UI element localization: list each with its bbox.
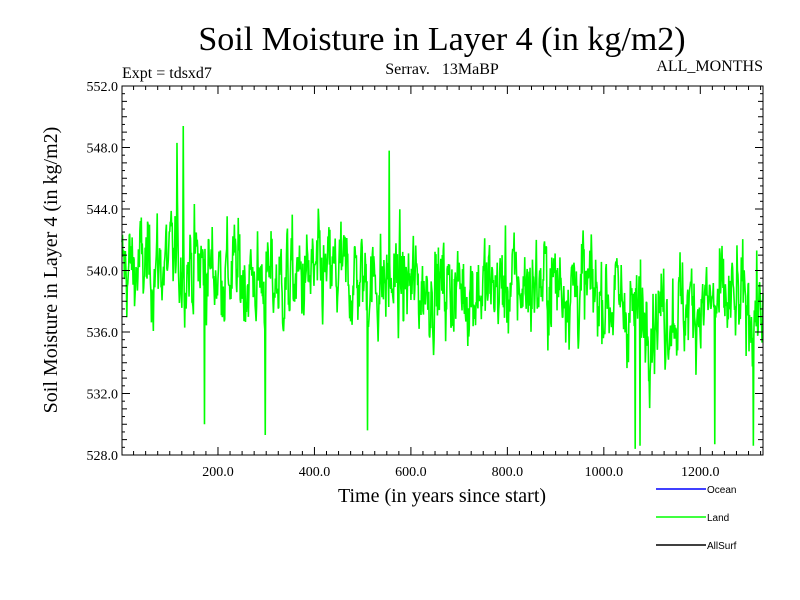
x-tick-label: 200.0: [202, 465, 234, 480]
period-label: ALL_MONTHS: [656, 58, 763, 75]
x-tick-label: 1000.0: [585, 465, 624, 480]
x-axis-label: Time (in years since start): [338, 485, 546, 507]
y-axis-label: Soil Moisture in Layer 4 (in kg/m2): [40, 127, 62, 414]
axes: 200.0 400.0 600.0 800.0 1000.0 1200.0 528.0 532…: [87, 80, 764, 480]
legend-label-land: Land: [707, 513, 729, 524]
x-tick-label: 1200.0: [681, 465, 720, 480]
x-tick-label: 800.0: [492, 465, 524, 480]
land-series-line: [121, 125, 764, 449]
y-tick-label: 532.0: [87, 388, 119, 403]
experiment-label: Expt = tdsxd7: [122, 65, 212, 82]
x-tick-label: 400.0: [299, 465, 331, 480]
y-tick-label: 544.0: [87, 203, 119, 218]
legend-label-allsurf: AllSurf: [707, 541, 737, 552]
y-tick-label: 540.0: [87, 265, 119, 280]
chart-title: Soil Moisture in Layer 4 (in kg/m2): [198, 21, 685, 58]
y-tick-label: 536.0: [87, 326, 119, 341]
legend-label-ocean: Ocean: [707, 485, 736, 496]
y-tick-label: 552.0: [87, 80, 119, 95]
y-tick-label: 528.0: [87, 449, 119, 464]
subtitle-label: Serrav. 13MaBP: [385, 61, 499, 78]
plot-area: [121, 125, 764, 449]
legend: Ocean Land AllSurf: [656, 485, 737, 552]
y-tick-label: 548.0: [87, 142, 119, 157]
x-tick-label: 600.0: [395, 465, 427, 480]
